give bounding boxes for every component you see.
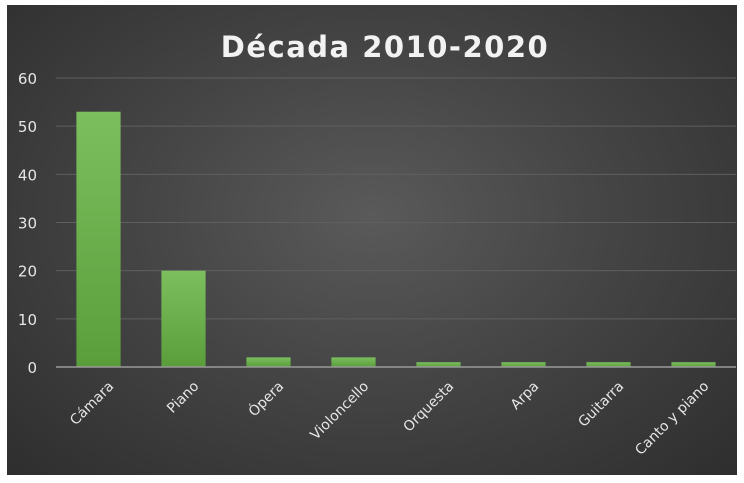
x-tick-label: Canto y piano — [632, 379, 712, 459]
chart-area — [7, 5, 737, 475]
bar — [416, 362, 461, 367]
y-tick-label: 0 — [27, 359, 37, 377]
x-tick-label: Ópera — [244, 377, 287, 420]
y-tick-label: 30 — [18, 215, 37, 233]
y-tick-label: 60 — [18, 70, 37, 88]
y-tick-label: 20 — [18, 263, 37, 281]
bar — [246, 357, 291, 367]
y-axis-ticks: 0 10 20 30 40 50 60 — [18, 70, 37, 377]
x-tick-label: Guitarra — [575, 379, 627, 431]
x-tick-label: Cámara — [67, 379, 117, 429]
bar — [671, 362, 716, 367]
y-tick-label: 40 — [18, 166, 37, 184]
chart-title: Década 2010-2020 — [221, 30, 549, 64]
gridlines — [56, 77, 736, 320]
y-tick-label: 10 — [18, 311, 37, 329]
x-tick-label: Violoncello — [307, 379, 372, 444]
bar — [161, 270, 206, 367]
bar — [331, 357, 376, 367]
bars — [76, 111, 716, 367]
bar — [501, 362, 546, 367]
x-tick-label: Orquesta — [401, 379, 458, 436]
x-tick-label: Piano — [164, 379, 202, 417]
x-tick-label: Arpa — [508, 379, 543, 414]
bar — [586, 362, 631, 367]
bar — [76, 111, 121, 367]
x-axis-labels: Cámara Piano Ópera Violoncello Orquesta Arpa G… — [67, 377, 712, 459]
y-tick-label: 50 — [18, 118, 37, 136]
